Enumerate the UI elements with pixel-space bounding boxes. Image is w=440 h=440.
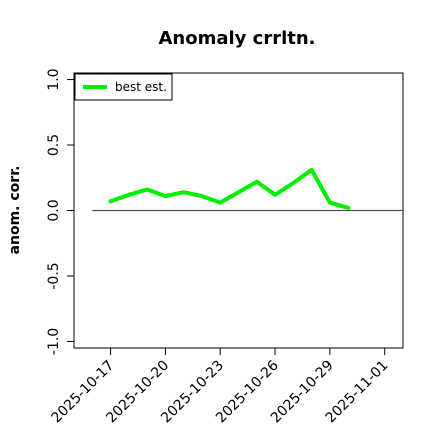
y-tick-label: 0.0: [46, 199, 62, 221]
legend-label-best-est: best est.: [115, 80, 167, 94]
y-tick-label: -0.5: [46, 262, 62, 289]
y-tick-label: -1.0: [46, 328, 62, 355]
y-axis-label: anom. corr.: [7, 166, 23, 255]
series-line-best-est: [108, 167, 351, 210]
y-tick-label: 1.0: [46, 68, 62, 90]
y-tick-label: 0.5: [46, 134, 62, 156]
chart-title: Anomaly crrltn.: [158, 28, 315, 49]
plot-area: -1.0-0.50.00.51.02025-10-172025-10-20202…: [46, 68, 404, 426]
